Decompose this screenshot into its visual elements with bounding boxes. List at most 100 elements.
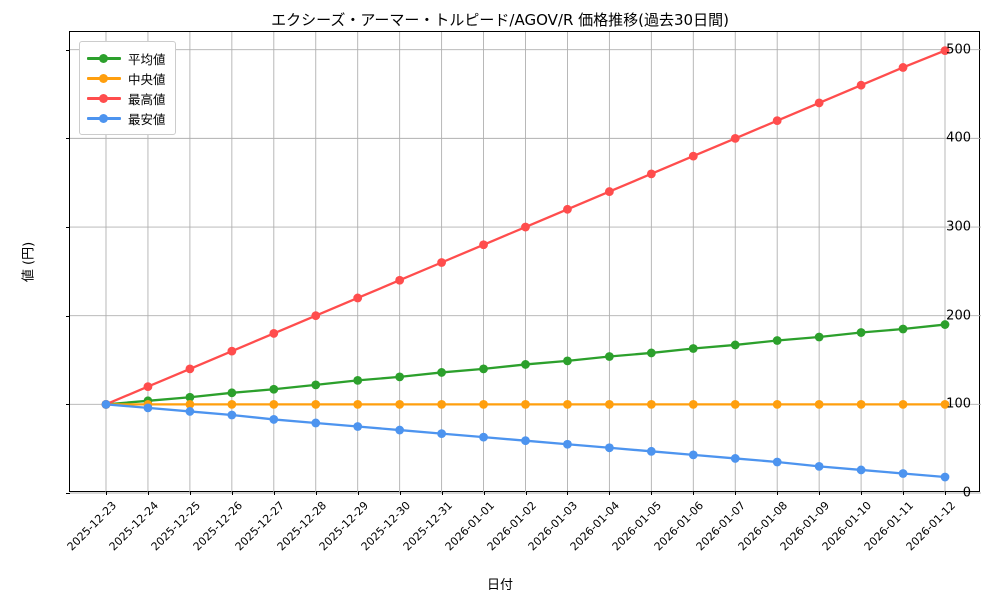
data-point [646,169,656,179]
x-axis-label: 日付 [486,578,513,593]
x-tick-mark [819,491,821,495]
data-point [772,116,782,126]
data-point [563,356,572,366]
legend-item-0[interactable]: 平均値 [87,48,166,68]
data-point [730,340,740,350]
data-point [688,450,698,460]
data-point [437,368,446,377]
x-tick-mark [189,491,191,495]
data-point [269,415,279,424]
data-point [143,403,153,413]
data-point [563,399,572,409]
data-point [227,346,237,356]
data-point [856,399,866,409]
data-point [563,439,572,449]
data-point [437,258,446,267]
y-tick-mark [66,404,70,406]
data-point [940,472,950,482]
data-point [353,376,363,385]
legend-item-1[interactable]: 中央値 [87,68,166,88]
data-point [227,388,237,398]
data-point [269,399,279,409]
data-point [479,240,488,250]
chart-canvas [70,32,981,494]
data-point [940,46,950,56]
x-tick-mark [106,491,107,495]
x-tick-mark [231,491,233,495]
data-point [605,352,614,361]
data-point [898,399,908,409]
x-tick-mark [777,491,779,495]
x-tick-mark [567,491,569,495]
data-point [395,399,405,409]
legend-label: 中央値 [128,71,166,87]
x-tick-mark [441,491,443,495]
data-point [185,364,195,374]
data-point [395,425,405,435]
data-point [227,410,237,420]
data-point [688,399,698,409]
y-tick-label: 100 [946,396,971,412]
data-point [437,429,446,438]
legend-swatch-icon [87,91,121,105]
x-tick-mark [609,491,611,495]
legend-label: 平均値 [128,51,166,67]
data-point [479,399,488,409]
data-point [311,380,321,390]
x-tick-mark [273,491,275,495]
legend-item-3[interactable]: 最安値 [87,108,166,128]
x-tick-mark [861,491,863,495]
data-point [101,399,111,409]
y-tick-label: 0 [962,485,971,501]
data-point [772,336,782,345]
data-point [646,348,656,358]
y-tick-mark [66,49,70,51]
legend-swatch-icon [87,51,121,65]
x-tick-mark [483,491,485,495]
data-point [814,332,824,342]
x-tick-mark [315,491,317,495]
y-tick-label: 400 [946,130,971,146]
data-point [521,436,530,446]
data-point [688,344,698,353]
data-point [353,422,363,431]
data-point [479,432,488,442]
data-point [521,222,530,232]
legend-swatch-icon [87,111,121,125]
data-point [143,382,153,392]
x-tick-mark [735,491,737,495]
data-point [185,407,195,416]
data-point [772,457,782,467]
y-axis-label: 値 (円) [21,241,37,283]
data-point [772,399,782,409]
data-point [605,187,614,196]
y-tick-mark [66,315,70,317]
legend-item-2[interactable]: 最高値 [87,88,166,108]
data-point [269,329,279,338]
y-tick-mark [66,138,70,140]
x-tick-mark [651,491,653,495]
data-point [521,360,530,369]
chart-legend: 平均値中央値 最高値最安値 [79,41,176,135]
data-point [688,151,698,161]
data-point [269,384,279,394]
x-tick-mark [147,491,149,495]
data-point [646,399,656,409]
data-point [227,399,237,409]
x-tick-mark [945,491,946,495]
x-tick-mark [903,491,905,495]
data-point [730,133,740,143]
x-tick-mark [357,491,359,495]
x-tick-mark [399,491,401,495]
legend-label: 最安値 [128,111,166,127]
data-point [814,98,824,108]
data-point [521,399,530,409]
y-tick-mark [66,493,70,494]
data-point [311,311,321,321]
data-point [311,399,321,409]
data-point [814,462,824,471]
x-tick-mark [693,491,695,495]
plot-area: 値 (円) 0 100 200 300 400 500 平均値 中央値 最高値 最安値 [22,31,981,501]
data-point [856,465,866,475]
